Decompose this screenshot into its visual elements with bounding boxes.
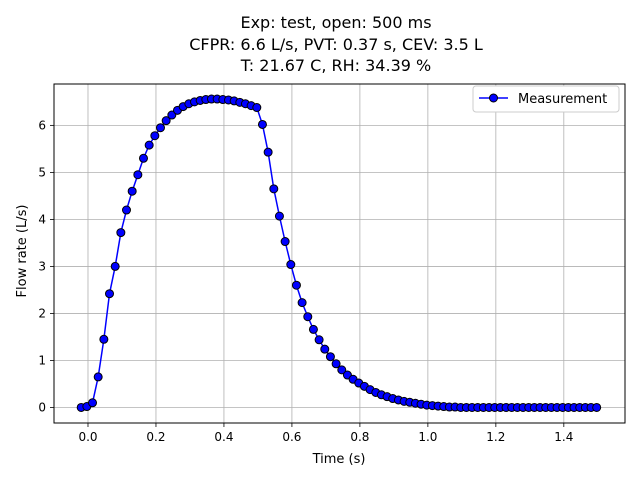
y-axis-label: Flow rate (L/s) <box>15 205 30 298</box>
title-line-3: T: 21.67 C, RH: 34.39 % <box>240 56 431 75</box>
x-tick-label: 0.0 <box>78 430 97 444</box>
y-tick-label: 6 <box>38 118 46 132</box>
legend-label-measurement: Measurement <box>518 92 607 107</box>
data-point <box>297 298 307 308</box>
data-point <box>320 344 330 354</box>
data-point <box>88 398 98 408</box>
x-tick-label: 1.0 <box>418 430 437 444</box>
data-point <box>291 280 301 290</box>
data-point <box>286 260 296 270</box>
y-tick-label: 2 <box>38 306 46 320</box>
x-tick-label: 0.4 <box>214 430 233 444</box>
data-point <box>325 352 335 362</box>
chart-title: Exp: test, open: 500 ms CFPR: 6.6 L/s, P… <box>189 13 483 75</box>
y-tick-label: 3 <box>38 259 46 273</box>
x-tick-label: 0.6 <box>282 430 301 444</box>
data-point <box>150 131 160 141</box>
data-point <box>110 261 120 271</box>
legend: Measurement <box>472 85 620 113</box>
data-point <box>138 153 148 163</box>
x-tick-label: 1.4 <box>554 430 573 444</box>
data-point <box>122 205 131 215</box>
data-point <box>592 402 602 412</box>
data-point <box>133 170 143 180</box>
data-point <box>263 147 273 157</box>
data-point <box>252 103 262 113</box>
data-point <box>116 228 126 238</box>
data-point <box>337 365 347 375</box>
data-point <box>127 186 137 196</box>
y-axis-ticks: 0 1 2 3 4 5 6 <box>38 118 54 414</box>
data-point <box>167 110 177 120</box>
x-axis-label: Time (s) <box>312 452 366 467</box>
x-axis-ticks: 0.0 0.2 0.4 0.6 0.8 1.0 1.2 1.4 <box>78 423 573 444</box>
data-point <box>314 335 324 345</box>
y-tick-label: 1 <box>38 353 46 367</box>
data-point <box>331 359 341 369</box>
data-point <box>99 334 109 344</box>
data-point <box>274 211 284 221</box>
data-point <box>144 140 154 150</box>
series-layer <box>76 94 602 412</box>
data-point <box>269 184 279 194</box>
legend-box <box>472 85 620 113</box>
grid <box>54 84 625 423</box>
data-point <box>93 372 103 382</box>
data-point <box>308 324 318 334</box>
x-tick-label: 1.2 <box>486 430 505 444</box>
data-point <box>280 237 290 247</box>
data-point <box>105 289 114 299</box>
title-line-1: Exp: test, open: 500 ms <box>240 13 431 32</box>
y-tick-label: 4 <box>38 212 46 226</box>
legend-marker-swatch <box>489 93 498 103</box>
title-line-2: CFPR: 6.6 L/s, PVT: 0.37 s, CEV: 3.5 L <box>189 35 483 54</box>
data-point <box>303 312 313 322</box>
y-tick-label: 0 <box>38 400 46 414</box>
data-point <box>257 119 267 129</box>
x-tick-label: 0.2 <box>146 430 165 444</box>
x-tick-label: 0.8 <box>350 430 369 444</box>
plot-area-frame <box>53 83 626 424</box>
data-point <box>161 116 171 126</box>
y-tick-label: 5 <box>38 165 46 179</box>
data-point <box>155 123 165 133</box>
